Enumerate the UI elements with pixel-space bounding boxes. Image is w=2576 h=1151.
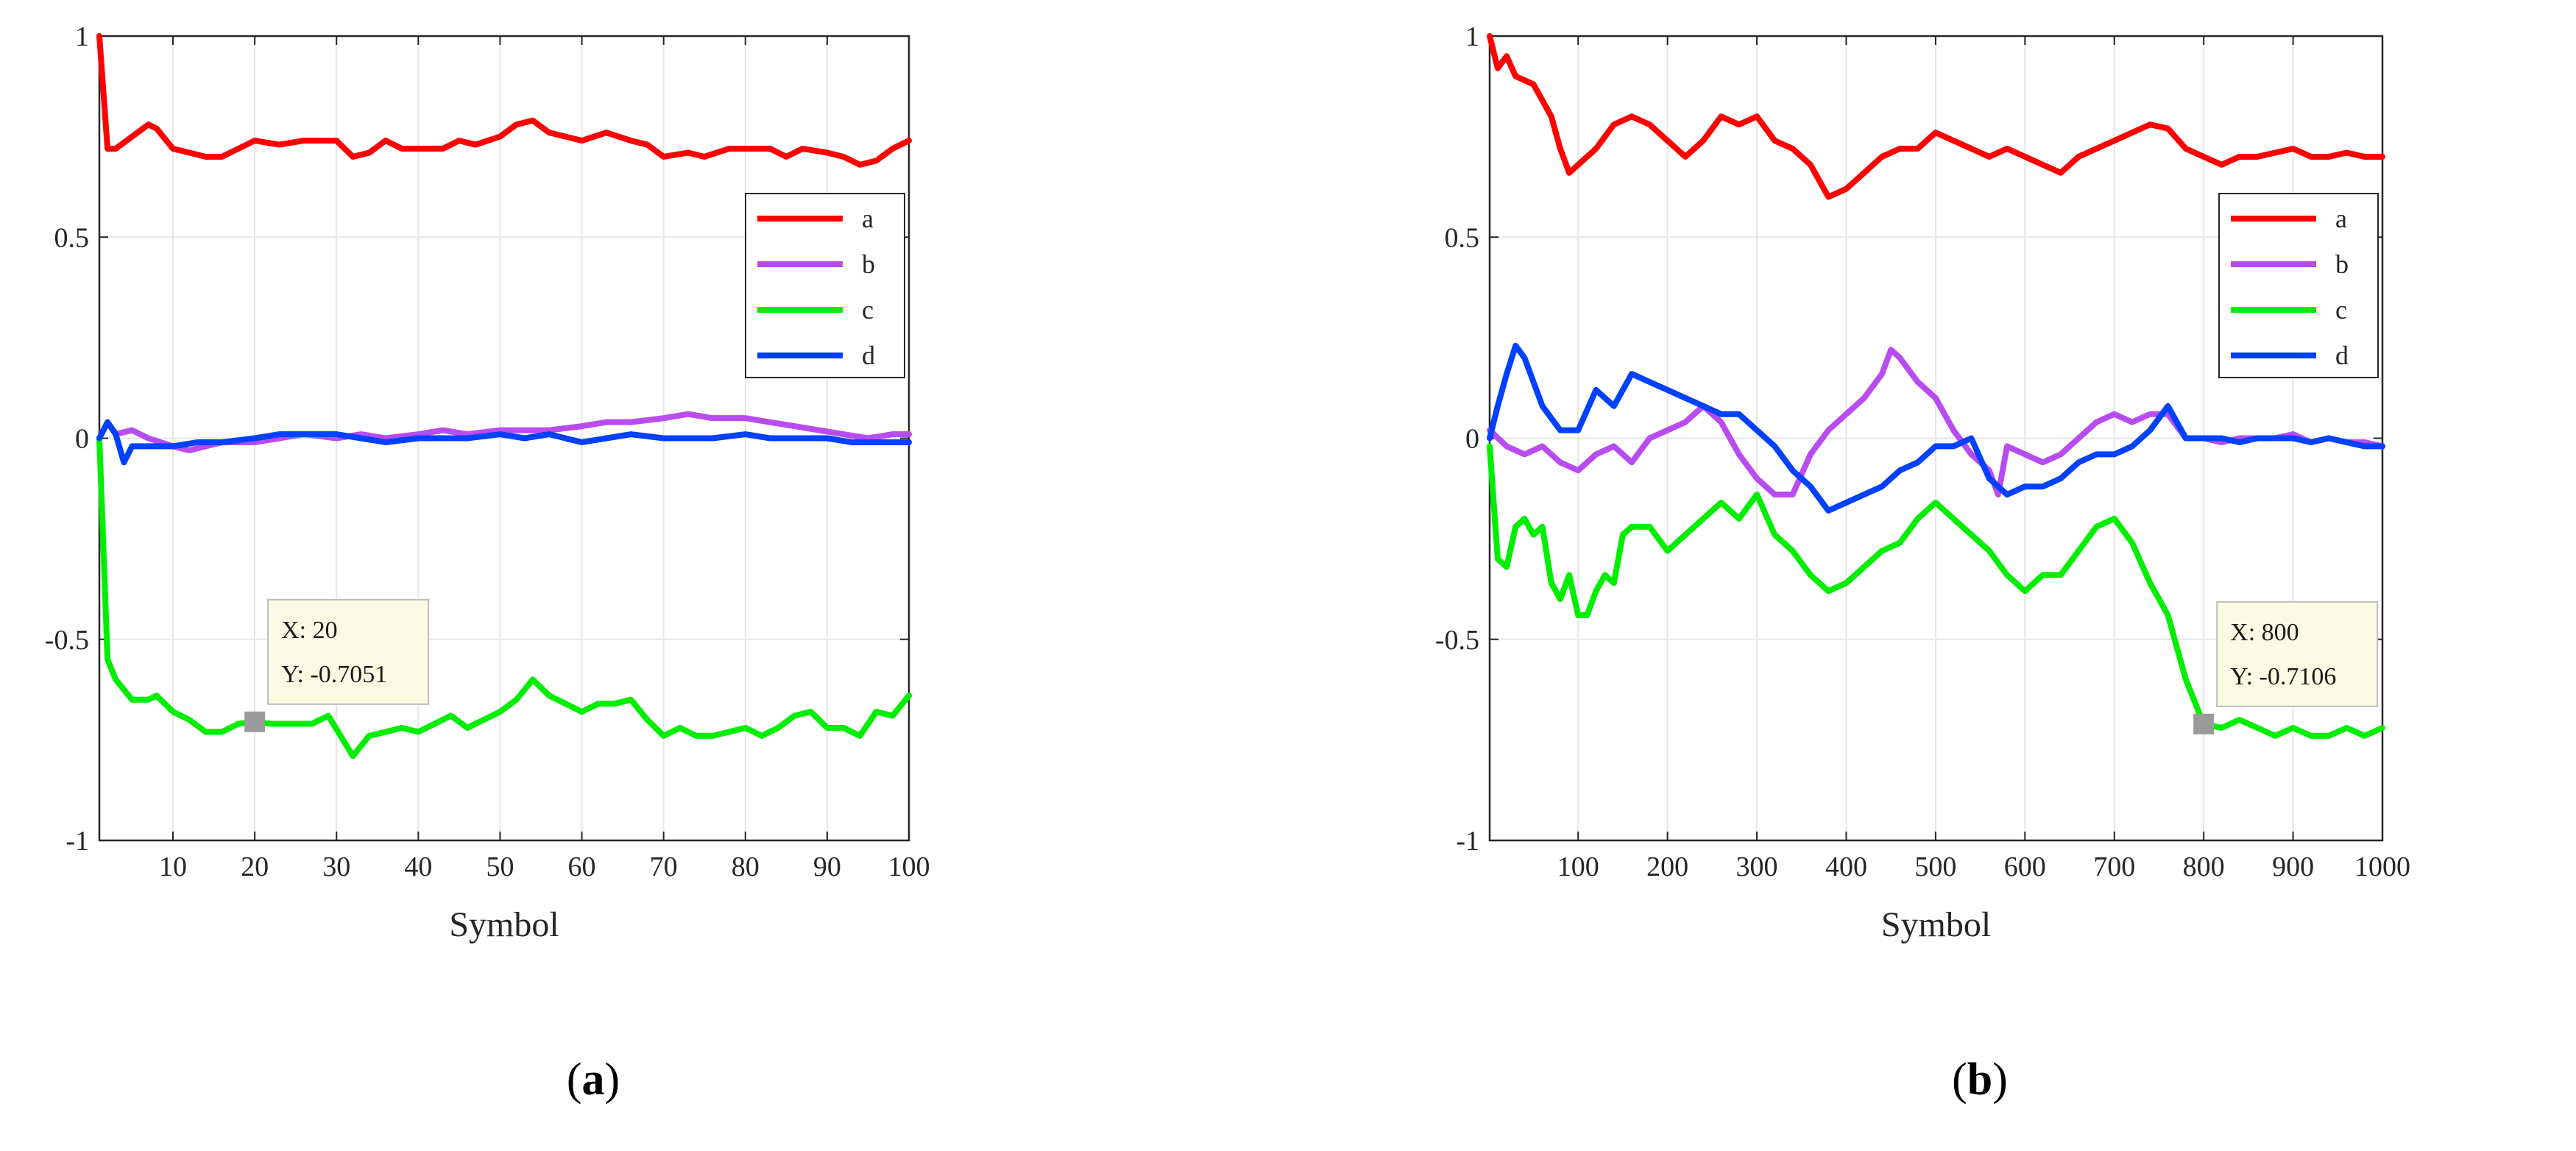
legend-entry-d: d	[2335, 341, 2349, 370]
y-tick-label: 0.5	[54, 222, 90, 253]
datatip[interactable]: X: 800 Y: -0.7106	[2193, 601, 2379, 734]
x-tick-label: 30	[322, 851, 350, 882]
y-tick-label: 1	[1465, 21, 1479, 52]
series-line-d	[96, 419, 912, 466]
y-tick-label: -0.5	[45, 625, 89, 656]
datatip-x: X: 800	[2230, 619, 2299, 646]
x-tick-label: 700	[2093, 851, 2135, 882]
x-tick-label: 100	[888, 851, 930, 882]
x-tick-label: 60	[568, 851, 596, 882]
series-line-a	[1487, 33, 2385, 200]
legend-box	[745, 193, 905, 378]
x-tick-label: 300	[1736, 851, 1778, 882]
panel-caption: (b)	[1952, 1055, 2008, 1105]
x-tick-label: 10	[159, 851, 187, 882]
y-tick-label: -1	[1456, 826, 1479, 857]
series-line-c	[96, 435, 912, 759]
x-tick-label: 70	[650, 851, 678, 882]
datatip-box	[2216, 601, 2379, 707]
x-tick-label: 80	[732, 851, 760, 882]
y-tick-label: 1	[75, 21, 89, 52]
legend-entry-d: d	[862, 341, 875, 370]
legend-entry-a: a	[862, 204, 874, 233]
x-tick-label: 400	[1825, 851, 1867, 882]
datatip[interactable]: X: 20 Y: -0.7051	[244, 598, 430, 732]
series-line-a	[96, 33, 912, 168]
x-tick-label: 600	[2004, 851, 2046, 882]
x-tick-label: 50	[486, 851, 514, 882]
datatip-marker[interactable]	[2193, 713, 2215, 734]
legend-entry-a: a	[2335, 204, 2347, 233]
x-tick-label: 90	[813, 851, 841, 882]
y-tick-label: 0	[1465, 424, 1479, 455]
legend-entry-c: c	[2335, 295, 2347, 325]
legend-box	[2218, 193, 2379, 378]
x-tick-label: 40	[404, 851, 432, 882]
x-axis-label: Symbol	[449, 905, 559, 944]
y-tick-label: 0.5	[1445, 222, 1480, 253]
y-tick-label: 0	[75, 424, 89, 455]
x-axis-label: Symbol	[1881, 905, 1991, 944]
chart-panel-a: 10 20 30 40 50 60 70 80 90 100-1-0.500.51Symbolab…	[45, 21, 930, 1105]
x-tick-label: 500	[1914, 851, 1956, 882]
chart-panel-b: 100 200 300 400 500 600 700 800 900 1000 -1 -0.5 0 0.…	[1435, 21, 2410, 1105]
panel-caption-letter: b	[1967, 1055, 1992, 1105]
x-tick-label: 1000	[2354, 851, 2410, 882]
x-tick-label: 100	[1557, 851, 1599, 882]
datatip-marker[interactable]	[244, 711, 266, 732]
x-tick-label: 200	[1646, 851, 1688, 882]
y-tick-label: -0.5	[1435, 625, 1479, 656]
datatip-box	[267, 598, 430, 705]
datatip-y: Y: -0.7106	[2230, 663, 2336, 690]
y-tick-label: -1	[66, 826, 89, 857]
x-tick-label: 900	[2272, 851, 2314, 882]
datatip-y: Y: -0.7051	[281, 661, 387, 688]
x-tick-label: 20	[241, 851, 269, 882]
legend-entry-b: b	[2335, 249, 2349, 279]
series-line-d	[1487, 342, 2385, 514]
legend-entry-b: b	[862, 249, 875, 279]
datatip-x: X: 20	[281, 617, 338, 644]
series-line-b	[96, 411, 912, 453]
panel-caption: (a)	[567, 1055, 620, 1105]
legend-entry-c: c	[862, 295, 874, 325]
x-tick-label: 800	[2183, 851, 2225, 882]
panel-caption-letter: a	[582, 1055, 605, 1105]
